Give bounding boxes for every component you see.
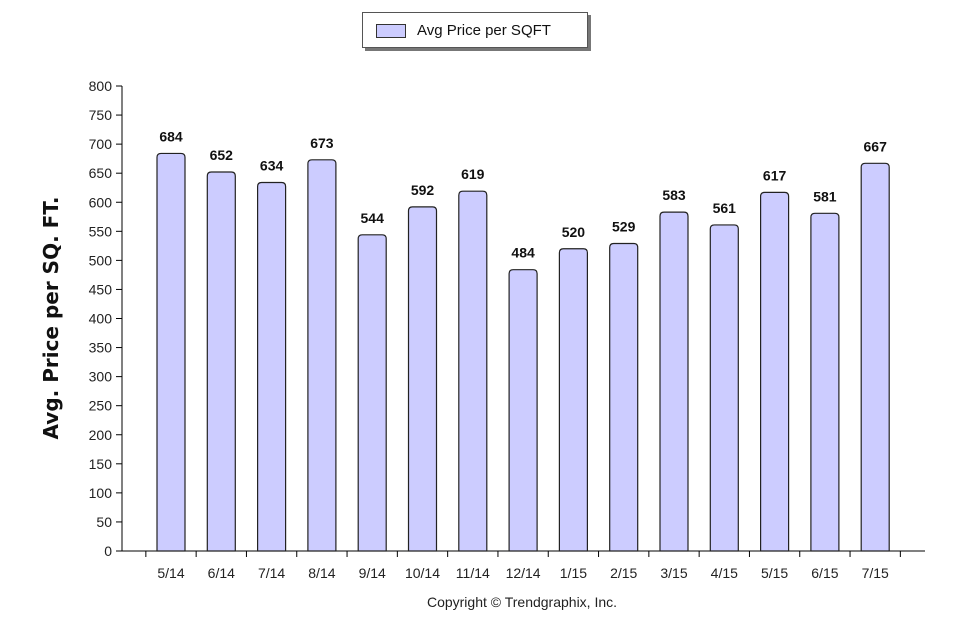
x-tick-label: 11/14: [456, 565, 490, 581]
y-tick-label: 150: [89, 456, 113, 472]
y-axis: 0 50 100 150 200 250 300 350 400 450 500 550 600 650 7…: [89, 78, 123, 559]
y-tick-label: 250: [89, 398, 113, 414]
data-labels: 684 652 634 673 544 592 619 484 520 529 583 561 617 5…: [159, 128, 887, 260]
x-tick-label: 5/14: [157, 565, 184, 581]
bar-value-label: 581: [813, 188, 837, 204]
y-tick-label: 800: [89, 78, 113, 94]
bar: [508, 269, 538, 552]
y-tick-label: 550: [89, 223, 113, 239]
bar-value-label: 617: [763, 167, 787, 183]
bar: [458, 190, 488, 552]
bar-value-label: 673: [310, 135, 334, 151]
bar: [257, 181, 287, 552]
bar-value-label: 684: [159, 128, 183, 144]
y-tick-label: 100: [89, 485, 113, 501]
x-tick-label: 8/14: [308, 565, 335, 581]
y-tick-label: 50: [96, 514, 112, 530]
bar-value-label: 634: [260, 157, 284, 173]
y-tick-label: 700: [89, 136, 113, 152]
x-tick-label: 3/15: [660, 565, 687, 581]
bar: [760, 191, 790, 552]
bar: [609, 242, 639, 552]
bar-value-label: 561: [713, 200, 737, 216]
bar: [709, 224, 739, 552]
bar: [156, 152, 186, 552]
x-tick-label: 4/15: [711, 565, 738, 581]
x-tick-label: 10/14: [405, 565, 440, 581]
y-axis-title: Avg. Price per SQ. FT.: [39, 197, 63, 440]
bar-value-label: 544: [361, 210, 385, 226]
bar-value-label: 529: [612, 219, 636, 235]
y-tick-label: 450: [89, 281, 113, 297]
y-tick-label: 650: [89, 165, 113, 181]
bar: [206, 171, 236, 552]
bar: [659, 211, 689, 552]
bar-value-label: 619: [461, 166, 485, 182]
bar: [407, 206, 438, 552]
y-tick-label: 500: [89, 252, 113, 268]
bar: [307, 159, 337, 552]
y-tick-label: 750: [89, 107, 113, 123]
x-tick-label: 6/15: [811, 565, 838, 581]
x-tick-label: 2/15: [610, 565, 637, 581]
x-tick-label: 1/15: [560, 565, 587, 581]
y-tick-label: 400: [89, 311, 113, 327]
bar: [558, 248, 588, 552]
copyright-text: Copyright © Trendgraphix, Inc.: [426, 594, 618, 610]
x-tick-label: 7/14: [258, 565, 285, 581]
bar-value-label: 667: [864, 138, 888, 154]
bar: [357, 234, 387, 552]
legend: Avg Price per SQFT: [362, 12, 588, 48]
bar-value-label: 583: [662, 187, 686, 203]
x-tick-label: 6/14: [208, 565, 235, 581]
bar-value-label: 652: [210, 147, 234, 163]
y-tick-label: 200: [89, 427, 113, 443]
x-tick-label: 12/14: [506, 565, 541, 581]
bar-value-label: 484: [511, 245, 535, 261]
x-axis: 5/14 6/14 7/14 8/14 9/14 10/14 11/14 12/14 1/15 2…: [122, 550, 925, 581]
bars: [156, 152, 890, 552]
y-tick-label: 0: [104, 543, 112, 559]
bar: [810, 212, 840, 552]
y-tick-label: 600: [89, 194, 113, 210]
y-tick-label: 300: [89, 369, 113, 385]
legend-label: Avg Price per SQFT: [417, 22, 551, 39]
x-tick-label: 9/14: [359, 565, 386, 581]
bar-value-label: 520: [562, 224, 586, 240]
x-tick-label: 7/15: [862, 565, 889, 581]
bar: [860, 162, 890, 552]
y-tick-label: 350: [89, 340, 113, 356]
bar-value-label: 592: [411, 182, 435, 198]
legend-swatch: [376, 24, 406, 38]
x-tick-label: 5/15: [761, 565, 788, 581]
